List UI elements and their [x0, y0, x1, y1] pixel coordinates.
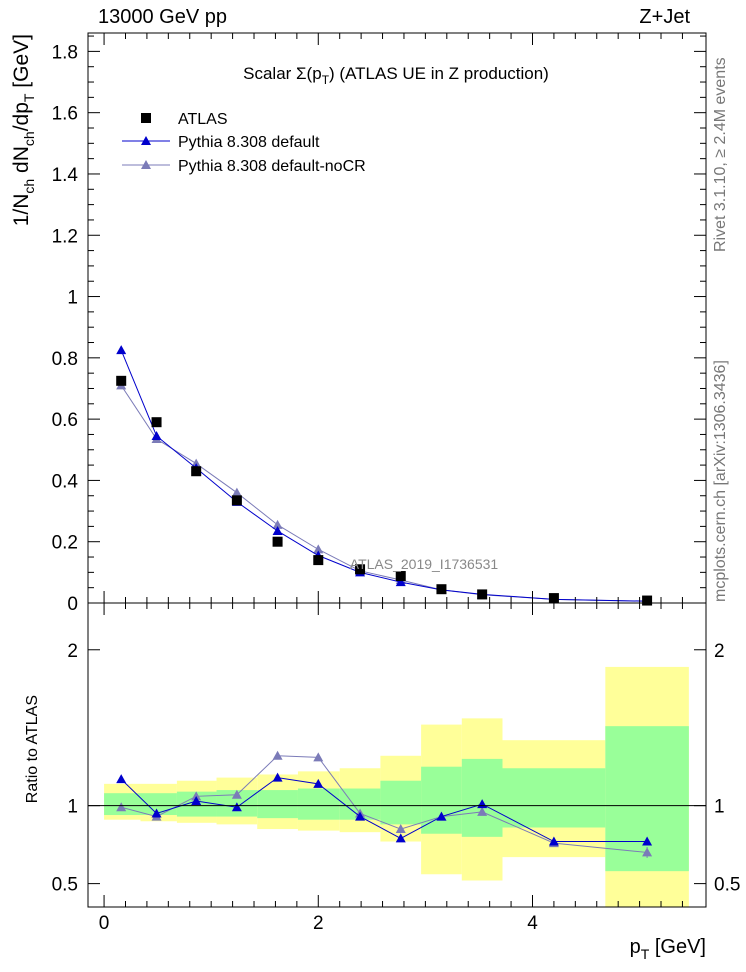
- x-tick-label: 2: [313, 913, 324, 934]
- legend-pythia-default-label: Pythia 8.308 default: [178, 134, 320, 151]
- legend-pythia-nocr-label: Pythia 8.308 default-noCR: [178, 158, 366, 175]
- ratio-y-tick-label: 0.5: [52, 875, 78, 896]
- atlas-data-point: [477, 589, 488, 600]
- legend-atlas-marker: [141, 113, 151, 123]
- ratio-y-tick-label-right: 0.5: [714, 875, 740, 896]
- main-y-tick-label: 0.4: [52, 471, 79, 492]
- atlas-data-point: [272, 536, 283, 547]
- band-inner-bin: [502, 768, 606, 828]
- main-y-tick-label: 1.6: [52, 104, 78, 125]
- ratio-pythia-nocr-point: [231, 789, 242, 799]
- ratio-pythia-default-point: [313, 778, 324, 788]
- main-y-tick-label: 0.8: [52, 349, 78, 370]
- pythia-default-point: [272, 525, 283, 535]
- ratio-pythia-nocr-point: [116, 802, 127, 812]
- main-y-tick-label: 1.8: [52, 42, 78, 63]
- atlas-data-point: [231, 495, 242, 506]
- band-inner-bin: [297, 788, 340, 820]
- ratio-pythia-default-point: [191, 795, 202, 805]
- band-inner-bin: [461, 758, 503, 837]
- mcplots-reference-label: mcplots.cern.ch [arXiv:1306.3436]: [712, 360, 729, 602]
- ratio-pythia-default-point: [116, 774, 127, 784]
- ratio-y-tick-label-right: 2: [714, 641, 725, 662]
- ratio-pythia-nocr-point: [395, 824, 406, 834]
- main-y-tick-label: 0.2: [52, 533, 78, 554]
- ratio-panel-frame: [87, 602, 707, 908]
- main-y-axis-label: 1/Nch dNch/dpT [GeV]: [10, 34, 37, 226]
- atlas-data-point: [191, 466, 202, 477]
- legend-marker: [141, 136, 151, 145]
- atlas-data-point: [395, 571, 406, 582]
- x-tick-label: 4: [527, 913, 538, 934]
- main-y-tick-label: 1.2: [52, 226, 78, 247]
- ratio-uncertainty-bands: [104, 666, 689, 907]
- ratio-y-tick-label: 1: [67, 797, 78, 818]
- ratio-pythia-nocr-line: [121, 755, 648, 853]
- atlas-data-point: [151, 417, 162, 428]
- pythia-default-line: [120, 349, 648, 602]
- pythia-nocr-point: [272, 519, 283, 529]
- pythia-default-point: [151, 430, 162, 440]
- ratio-pythia-default-point: [436, 811, 447, 821]
- atlas-data-point: [355, 564, 366, 575]
- ratio-pythia-default-point: [231, 802, 242, 812]
- ratio-pythia-nocr-point: [313, 752, 324, 762]
- ratio-pythia-default-point: [151, 808, 162, 818]
- main-y-tick-label: 1: [67, 288, 78, 309]
- axes-frames: [87, 32, 707, 908]
- pythia-nocr-point: [313, 544, 324, 554]
- ratio-pythia-default-point: [395, 833, 406, 843]
- ratio-y-tick-label: 2: [67, 641, 78, 662]
- ratio-y-axis-label: Ratio to ATLAS: [24, 695, 41, 803]
- collision-label: 13000 GeV pp: [98, 6, 227, 28]
- ratio-pythia-default-point: [548, 836, 559, 846]
- band-inner-bin: [140, 793, 177, 816]
- main-y-tick-label: 0: [67, 594, 78, 615]
- legend-marker: [141, 160, 151, 169]
- band-inner-bin: [380, 780, 422, 825]
- pythia-default-point: [395, 577, 406, 587]
- chart-title: Scalar Σ(pT) (ATLAS UE in Z production): [243, 64, 549, 87]
- main-y-tick-label: 1.4: [52, 165, 79, 186]
- analysis-watermark: ATLAS_2019_I1736531: [350, 556, 499, 572]
- ratio-pythia-nocr-point: [191, 791, 202, 801]
- atlas-data-point: [642, 595, 653, 606]
- process-label: Z+Jet: [639, 6, 690, 28]
- ratio-y-tick-label-right: 1: [714, 797, 725, 818]
- band-inner-bin: [257, 790, 298, 819]
- main-y-tick-label: 0.6: [52, 410, 78, 431]
- pythia-nocr-point: [191, 458, 202, 468]
- atlas-data-point: [313, 555, 324, 566]
- band-inner-bin: [421, 766, 462, 834]
- atlas-data-point: [436, 584, 447, 595]
- ratio-pythia-default-point: [355, 811, 366, 821]
- ratio-pythia-nocr-point: [272, 750, 283, 760]
- ratio-pythia-default-line: [120, 777, 648, 843]
- pythia-default-point: [116, 345, 127, 355]
- x-tick-label: 0: [99, 913, 110, 934]
- ratio-pythia-nocr-point: [477, 806, 488, 816]
- x-axis-label: pT [GeV]: [630, 936, 706, 962]
- rivet-version-label: Rivet 3.1.10, ≥ 2.4M events: [712, 57, 729, 252]
- band-inner-bin: [104, 793, 141, 816]
- ratio-pythia-default-point: [272, 772, 283, 782]
- legend-atlas-label: ATLAS: [178, 111, 228, 128]
- pythia-nocr-point: [231, 487, 242, 497]
- atlas-data-point: [116, 375, 127, 386]
